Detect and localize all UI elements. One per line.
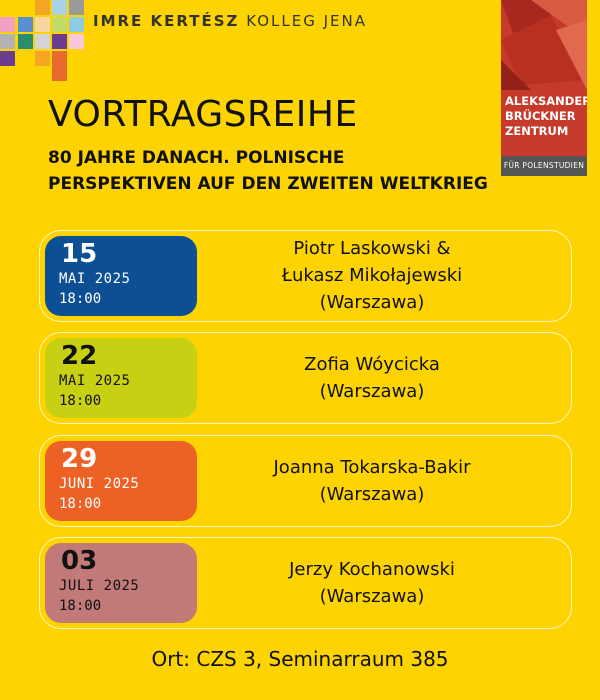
partner-name-line: ZENTRUM <box>505 124 569 138</box>
event-date-box: 15 MAI 2025 18:00 <box>45 236 197 316</box>
series-subtitle: 80 JAHRE DANACH. POLNISCHE PERSPEKTIVEN … <box>48 148 488 194</box>
event-date-box: 03 JULI 2025 18:00 <box>45 543 197 623</box>
event-speaker: Joanna Tokarska-Bakir (Warszawa) <box>222 454 522 508</box>
event-card: 03 JULI 2025 18:00 Jerzy Kochanowski (Wa… <box>39 537 572 629</box>
speaker-line: (Warszawa) <box>319 381 425 402</box>
event-month: JUNI 2025 <box>59 476 140 492</box>
event-date-box: 29 JUNI 2025 18:00 <box>45 441 197 521</box>
partner-tagline: FÜR POLENSTUDIEN <box>501 156 587 176</box>
event-month: JULI 2025 <box>59 578 140 594</box>
speaker-line: (Warszawa) <box>319 292 425 313</box>
event-time: 18:00 <box>59 598 102 614</box>
kolleg-logo-mosaic <box>0 0 84 81</box>
partner-name: ALEKSANDER BRÜCKNER ZENTRUM <box>505 94 587 139</box>
event-day: 22 <box>61 341 98 371</box>
speaker-line: Piotr Laskowski & <box>293 238 451 259</box>
series-title: VORTRAGSREIHE <box>48 94 358 135</box>
speaker-line: (Warszawa) <box>319 586 425 607</box>
event-time: 18:00 <box>59 496 102 512</box>
speaker-line: Łukasz Mikołajewski <box>281 265 463 286</box>
event-card: 22 MAI 2025 18:00 Zofia Wóycicka (Warsza… <box>39 332 572 424</box>
event-month: MAI 2025 <box>59 271 131 287</box>
speaker-line: Zofia Wóycicka <box>304 354 440 375</box>
event-date-box: 22 MAI 2025 18:00 <box>45 338 197 418</box>
partner-name-line: BRÜCKNER <box>505 109 576 123</box>
event-day: 15 <box>61 239 98 269</box>
event-month: MAI 2025 <box>59 373 131 389</box>
kolleg-name-rest: KOLLEG JENA <box>246 12 368 30</box>
event-speaker: Piotr Laskowski & Łukasz Mikołajewski (W… <box>222 235 522 316</box>
event-day: 03 <box>61 546 98 576</box>
partner-logo: ALEKSANDER BRÜCKNER ZENTRUM FÜR POLENSTU… <box>501 0 587 176</box>
kolleg-name: IMRE KERTÉSZ KOLLEG JENA <box>93 12 367 30</box>
location: Ort: CZS 3, Seminarraum 385 <box>151 647 449 671</box>
event-card: 15 MAI 2025 18:00 Piotr Laskowski & Łuka… <box>39 230 572 322</box>
speaker-line: Jerzy Kochanowski <box>289 559 455 580</box>
partner-name-line: ALEKSANDER <box>505 94 587 108</box>
event-time: 18:00 <box>59 393 102 409</box>
speaker-line: Joanna Tokarska-Bakir <box>273 457 471 478</box>
speaker-line: (Warszawa) <box>319 484 425 505</box>
event-card: 29 JUNI 2025 18:00 Joanna Tokarska-Bakir… <box>39 435 572 527</box>
event-speaker: Jerzy Kochanowski (Warszawa) <box>222 556 522 610</box>
event-time: 18:00 <box>59 291 102 307</box>
event-speaker: Zofia Wóycicka (Warszawa) <box>222 351 522 405</box>
partner-logo-graphic <box>501 0 587 176</box>
kolleg-name-bold: IMRE KERTÉSZ <box>93 12 240 30</box>
event-day: 29 <box>61 444 98 474</box>
